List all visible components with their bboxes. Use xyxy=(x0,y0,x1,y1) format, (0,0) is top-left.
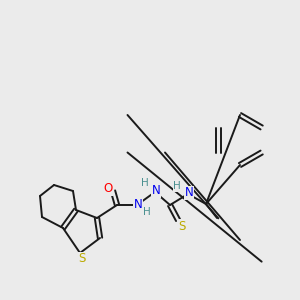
Text: H: H xyxy=(143,207,151,217)
Text: H: H xyxy=(173,181,181,191)
Text: S: S xyxy=(178,220,186,232)
Text: O: O xyxy=(103,182,112,196)
Text: S: S xyxy=(78,253,86,266)
Text: N: N xyxy=(134,197,142,211)
Text: H: H xyxy=(141,178,149,188)
Text: N: N xyxy=(184,187,194,200)
Text: N: N xyxy=(152,184,160,197)
